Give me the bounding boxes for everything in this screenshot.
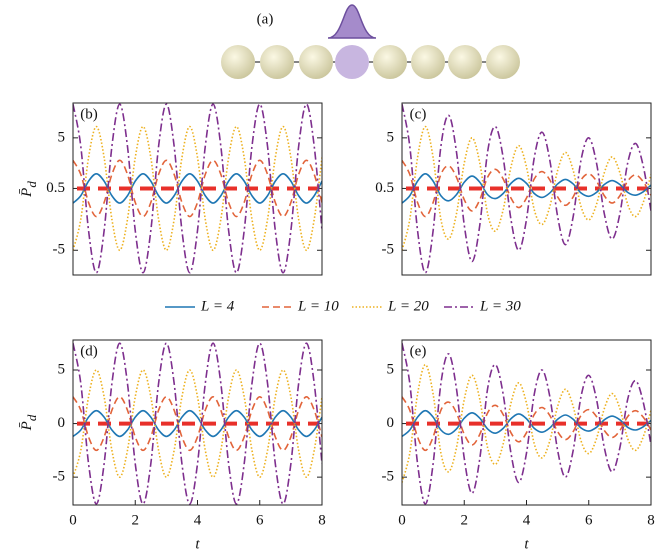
y-tick-label: 5: [58, 129, 66, 145]
x-tick-label: 4: [523, 512, 531, 528]
panel-label: (b): [80, 106, 98, 122]
y-axis-label: P̄d: [19, 181, 39, 198]
series-line: [73, 409, 322, 438]
panel-label: (c): [410, 106, 427, 122]
legend-label: L = 30: [479, 298, 521, 314]
series-line: [402, 363, 651, 483]
x-axis-label: t: [195, 536, 200, 552]
series-line: [402, 396, 651, 452]
plot-frame: [72, 339, 323, 506]
panel: -5 0 5 0 2 4 6 8 (e) t: [382, 339, 655, 552]
x-tick-label: 6: [256, 512, 264, 528]
sites: [221, 45, 520, 79]
x-tick-label: 0: [398, 512, 406, 528]
y-tick-label: -5: [382, 242, 395, 258]
series-line: [73, 395, 322, 452]
y-tick-label: 0: [58, 415, 66, 431]
series-line: [402, 343, 651, 505]
legend-label: L = 10: [297, 298, 339, 314]
x-tick-label: 2: [461, 512, 469, 528]
panel: -5 0 5 0 2 4 6 8 (d) t P̄d: [19, 339, 326, 552]
y-tick-label: 5: [387, 361, 395, 377]
x-tick-label: 8: [647, 512, 655, 528]
y-tick-label: -5: [53, 469, 66, 485]
series-line: [73, 159, 322, 218]
panel: -5 0.5 5 (c): [375, 102, 652, 276]
panel-label: (a): [257, 11, 274, 27]
y-tick-label: 0: [387, 415, 395, 431]
y-tick-label: 0.5: [375, 180, 394, 196]
series-line: [402, 409, 651, 438]
y-tick-label: 0.5: [46, 180, 65, 196]
y-tick-label: 5: [387, 129, 395, 145]
plot-frame: [72, 102, 323, 276]
panel: -5 0.5 5 (b) P̄d: [19, 102, 323, 276]
chain-diagram: (a): [221, 4, 520, 79]
wavepacket: [327, 4, 377, 39]
y-axis-label: P̄d: [19, 414, 39, 431]
x-tick-label: 8: [318, 512, 326, 528]
plot-frame: [401, 339, 652, 506]
x-axis-label: t: [524, 536, 529, 552]
series-line: [402, 125, 651, 251]
y-tick-label: 5: [58, 361, 66, 377]
x-tick-label: 6: [585, 512, 593, 528]
series-line: [73, 125, 322, 252]
series-line: [402, 159, 651, 218]
series-line: [73, 103, 322, 274]
legend-label: L = 4: [200, 298, 235, 314]
y-axis-label-sub: d: [24, 181, 39, 188]
y-axis-label-main: P̄: [19, 188, 35, 198]
x-tick-label: 2: [132, 512, 140, 528]
legend: L = 4 L = 10 L = 20 L = 30: [165, 298, 521, 314]
series-line: [402, 173, 651, 204]
panel-label: (d): [80, 343, 98, 359]
y-tick-label: -5: [53, 242, 66, 258]
series-line: [73, 369, 322, 478]
x-tick-label: 4: [194, 512, 202, 528]
panel-label: (e): [410, 343, 427, 359]
series-line: [402, 103, 651, 274]
plot-frame: [401, 102, 652, 276]
y-tick-label: -5: [382, 469, 395, 485]
legend-label: L = 20: [387, 298, 429, 314]
y-axis-label-sub: d: [24, 414, 39, 421]
series-line: [73, 173, 322, 204]
series-line: [73, 342, 322, 505]
x-tick-label: 0: [69, 512, 77, 528]
y-axis-label-main: P̄: [19, 421, 35, 431]
